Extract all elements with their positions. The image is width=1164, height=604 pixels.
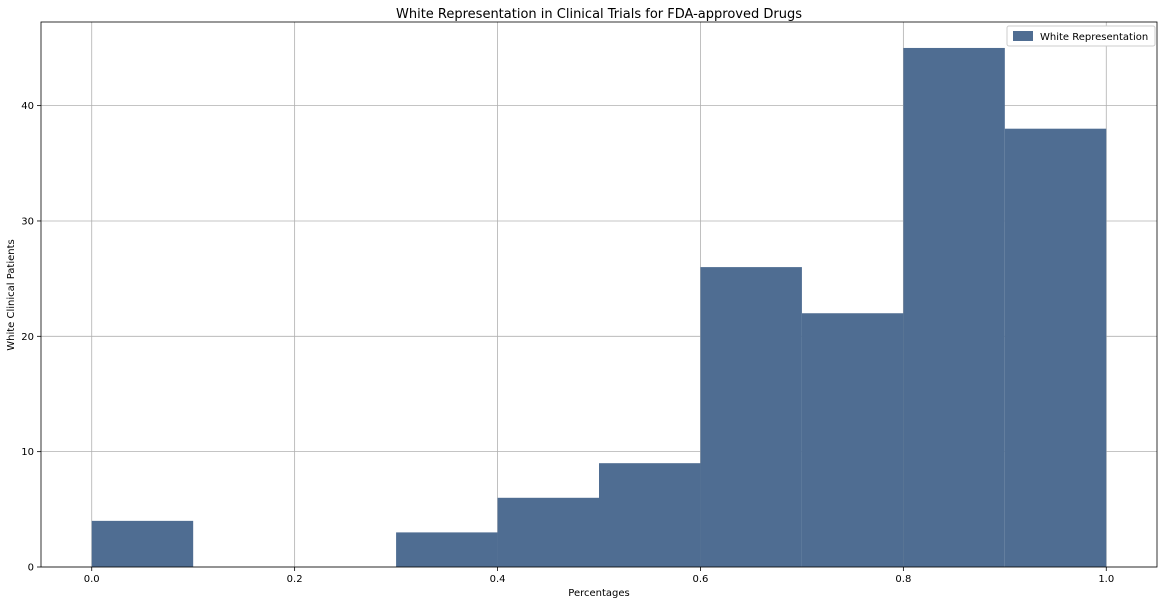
legend: White Representation	[1006, 25, 1156, 47]
histogram-bar	[396, 532, 498, 567]
histogram-bar	[801, 313, 904, 567]
histogram-bar	[1004, 128, 1107, 567]
bars-group	[91, 47, 1107, 567]
x-tick-label: 0.6	[693, 574, 709, 585]
x-axis-label: Percentages	[568, 588, 629, 599]
y-tick-label: 30	[21, 216, 34, 227]
chart-title: White Representation in Clinical Trials …	[396, 7, 802, 22]
histogram-bar	[903, 47, 1005, 567]
x-axis-ticks: 0.0 0.2 0.4 0.6 0.8 1.0	[84, 567, 1114, 585]
x-tick-label: 0.4	[490, 574, 506, 585]
x-tick-label: 0.0	[84, 574, 100, 585]
x-tick-label: 0.8	[895, 574, 911, 585]
legend-box	[1006, 25, 1156, 47]
y-tick-label: 40	[21, 101, 34, 112]
x-tick-label: 0.2	[287, 574, 303, 585]
histogram-bar	[700, 267, 802, 567]
legend-swatch	[1013, 31, 1033, 41]
histogram-bar	[91, 520, 194, 567]
x-tick-label: 1.0	[1098, 574, 1114, 585]
histogram-bar	[497, 497, 599, 567]
y-axis-ticks: 0 10 20 30 40	[21, 101, 41, 574]
y-axis-label: White Clinical Patients	[6, 239, 17, 351]
y-tick-label: 0	[28, 563, 34, 574]
histogram-bar	[599, 463, 701, 567]
y-tick-label: 10	[21, 447, 34, 458]
y-tick-label: 20	[21, 332, 34, 343]
legend-label: White Representation	[1040, 32, 1148, 43]
plot-frame	[40, 21, 1158, 568]
